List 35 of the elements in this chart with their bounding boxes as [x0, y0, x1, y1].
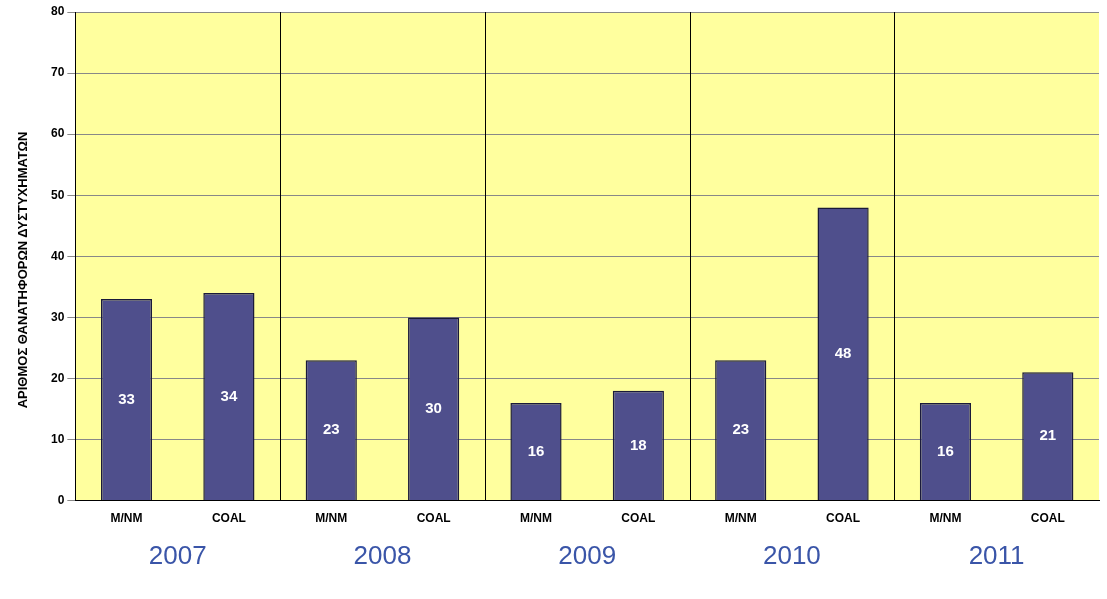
- y-tick-label: 70: [50, 65, 65, 80]
- data-label: 18: [630, 435, 647, 453]
- x-tick-label: COAL: [211, 511, 246, 526]
- text: 2007: [148, 540, 207, 571]
- text: 2011: [968, 540, 1025, 571]
- x-tick-label: COAL: [826, 511, 861, 526]
- text: 2008: [353, 540, 412, 571]
- x-tick-label: M/NM: [110, 511, 143, 526]
- x-tick-label: COAL: [416, 511, 451, 526]
- data-label: 34: [220, 386, 238, 404]
- x-tick-label: M/NM: [724, 511, 757, 526]
- y-tick-label: 30: [50, 309, 65, 324]
- data-label: 21: [1039, 426, 1057, 444]
- y-axis-title: ΑΡΙΘΜΟΣ ΘΑΝΑΤΗΦΟΡΩΝ ΔΥΣΤΥΧΗΜΑΤΩΝ: [14, 131, 30, 409]
- y-tick-label: 10: [50, 431, 65, 446]
- x-tick-label: M/NM: [519, 511, 552, 526]
- data-label: 16: [937, 441, 954, 459]
- y-tick-label: 20: [50, 370, 65, 385]
- data-label: 16: [527, 441, 545, 459]
- x-tick-label: M/NM: [315, 511, 348, 526]
- text: 2010: [762, 540, 821, 571]
- x-tick-label: COAL: [621, 511, 656, 526]
- y-tick-label: 80: [50, 4, 65, 19]
- y-tick-label: 60: [50, 126, 65, 141]
- text: 2009: [558, 540, 617, 571]
- x-tick-label: M/NM: [929, 511, 962, 526]
- x-tick-label: COAL: [1030, 511, 1065, 526]
- y-tick-label: 0: [57, 492, 65, 507]
- data-label: 48: [834, 343, 852, 361]
- data-label: 23: [732, 420, 750, 438]
- y-tick-label: 50: [50, 187, 65, 202]
- data-label: 33: [118, 389, 135, 407]
- data-label: 30: [425, 398, 442, 416]
- y-tick-label: 40: [50, 248, 65, 263]
- data-label: 23: [322, 420, 340, 438]
